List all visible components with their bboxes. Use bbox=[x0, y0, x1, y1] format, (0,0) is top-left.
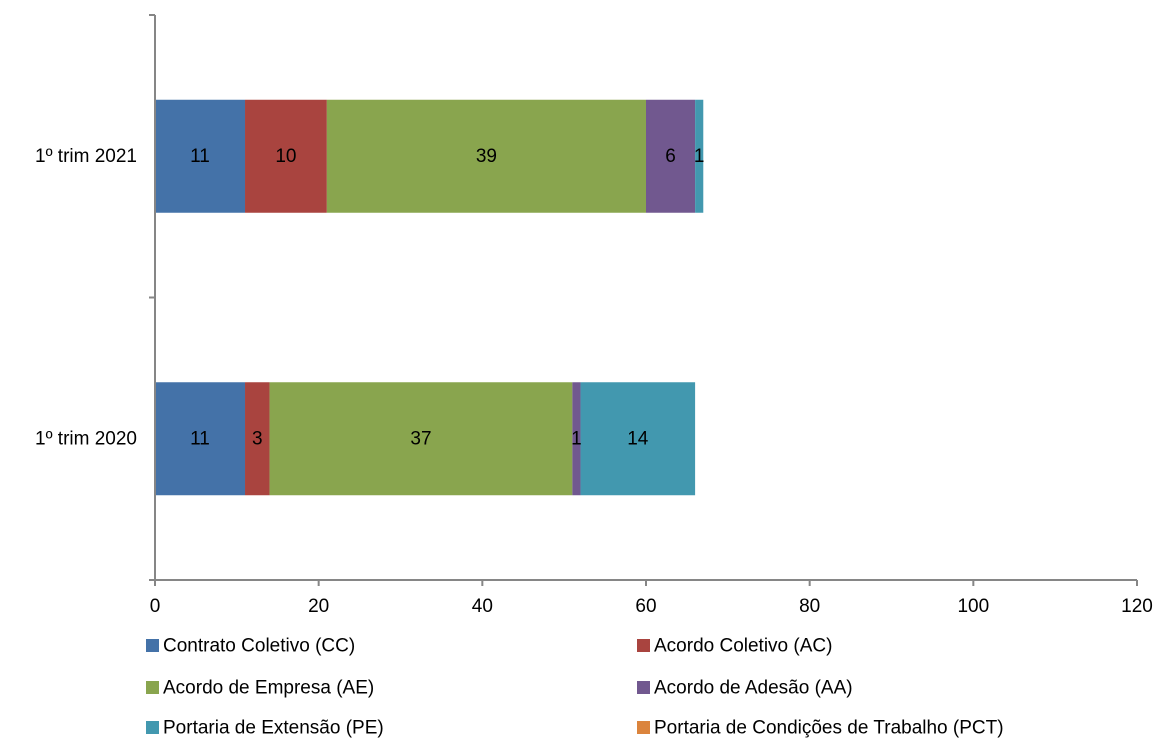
x-tick-label: 0 bbox=[150, 596, 161, 617]
data-label: 39 bbox=[476, 146, 497, 167]
x-tick-label: 100 bbox=[957, 596, 989, 617]
bar-segment bbox=[245, 99, 327, 213]
data-label: 37 bbox=[410, 428, 431, 449]
data-label: 10 bbox=[275, 146, 296, 167]
x-tick-label: 20 bbox=[308, 596, 329, 617]
bar-segment bbox=[646, 99, 696, 213]
bar-segment bbox=[245, 382, 270, 496]
data-label: 3 bbox=[252, 428, 263, 449]
legend-label: Acordo de Adesão (AA) bbox=[654, 678, 853, 699]
legend-swatch bbox=[146, 639, 159, 652]
legend-label: Acordo Coletivo (AC) bbox=[654, 636, 832, 657]
bars-layer bbox=[155, 99, 704, 496]
bar-segment bbox=[155, 382, 246, 496]
legend: Contrato Coletivo (CC) Acordo Coletivo (A… bbox=[146, 636, 1004, 739]
legend-label: Acordo de Empresa (AE) bbox=[163, 678, 374, 699]
legend-swatch bbox=[146, 721, 159, 734]
axes-layer: 1º trim 2020 1º trim 2021 0 20 40 60 80 100 120 bbox=[35, 14, 1153, 617]
y-tick-label: 1º trim 2021 bbox=[35, 146, 137, 167]
legend-swatch bbox=[637, 639, 650, 652]
x-tick-label: 120 bbox=[1121, 596, 1153, 617]
legend-label: Portaria de Extensão (PE) bbox=[163, 718, 384, 739]
legend-label: Contrato Coletivo (CC) bbox=[163, 636, 355, 657]
x-tick-label: 80 bbox=[799, 596, 820, 617]
x-tick-label: 40 bbox=[472, 596, 493, 617]
legend-label: Portaria de Condições de Trabalho (PCT) bbox=[654, 718, 1004, 739]
bar-segment bbox=[269, 382, 573, 496]
bar-segment bbox=[572, 382, 581, 496]
bar-segment bbox=[155, 99, 246, 213]
legend-swatch bbox=[146, 681, 159, 694]
x-tick-label: 60 bbox=[635, 596, 656, 617]
data-label: 11 bbox=[190, 428, 210, 449]
data-label: 1 bbox=[571, 428, 582, 449]
data-label: 14 bbox=[627, 428, 649, 449]
data-label: 11 bbox=[190, 146, 210, 167]
y-tick-label: 1º trim 2020 bbox=[35, 428, 137, 449]
bar-segment bbox=[695, 99, 704, 213]
legend-swatch bbox=[637, 681, 650, 694]
data-label: 6 bbox=[665, 146, 676, 167]
bar-segment bbox=[326, 99, 646, 213]
data-label: 1 bbox=[694, 146, 705, 167]
legend-swatch bbox=[637, 721, 650, 734]
bar-segment bbox=[580, 382, 696, 496]
